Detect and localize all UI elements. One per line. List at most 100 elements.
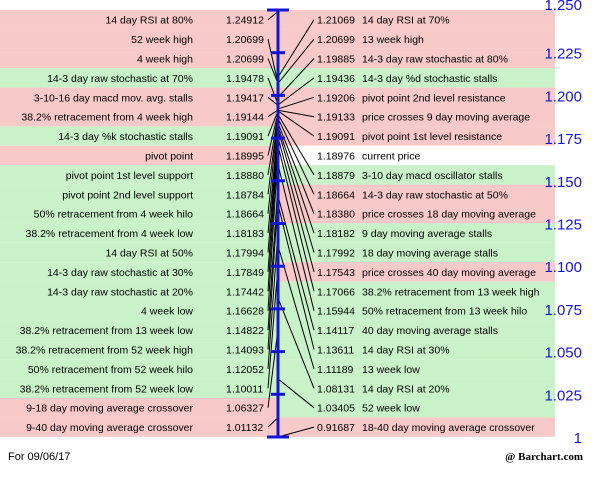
right-level-label: price crosses 18 day moving average — [362, 209, 536, 221]
row-bands — [0, 10, 555, 437]
right-level-label: 14-3 day raw stochastic at 80% — [362, 54, 508, 66]
left-level-value: 1.16628 — [226, 306, 264, 318]
left-level-value: 1.01132 — [226, 422, 263, 434]
right-level-value: 1.17992 — [317, 248, 355, 260]
right-connector-line — [277, 297, 315, 389]
right-connector-line — [277, 195, 315, 331]
right-connector-line — [277, 118, 315, 195]
right-level-label: 40 day moving average stalls — [362, 325, 498, 337]
row-band-right — [278, 320, 555, 340]
footer-date: For 09/06/17 — [8, 451, 70, 463]
left-connector-line — [267, 417, 279, 428]
right-level-value: 1.19436 — [317, 73, 355, 85]
row-band-left — [0, 107, 278, 127]
row-band-right — [278, 68, 555, 88]
left-connector-line — [267, 11, 279, 21]
left-level-value: 1.12052 — [226, 364, 264, 376]
row-band-left — [0, 417, 278, 437]
row-band-left — [0, 398, 278, 418]
row-band-right — [278, 184, 555, 204]
row-band-right — [278, 281, 555, 301]
right-level-label: 14 day RSI at 70% — [362, 15, 450, 27]
left-level-value: 1.24912 — [226, 15, 264, 27]
row-band-right — [278, 262, 555, 282]
row-band-left — [0, 68, 278, 88]
right-connector-line — [277, 38, 315, 84]
row-band-right — [278, 48, 555, 69]
row-band-right — [278, 359, 555, 379]
right-level-label: price crosses 9 day moving average — [362, 112, 530, 124]
right-level-label: 3-10 day macd oscillator stalls — [362, 170, 503, 182]
right-level-label: current price — [362, 151, 421, 163]
right-connector-line — [277, 77, 315, 106]
row-band-left — [0, 10, 278, 30]
row-band-right — [278, 378, 555, 398]
left-level-label: pivot point 1st level support — [66, 170, 193, 182]
row-band-right — [278, 29, 555, 49]
left-level-label: 14-3 day raw stochastic at 20% — [47, 286, 193, 298]
left-connector-line — [267, 77, 279, 105]
left-level-label: 50% retracement from 52 week hilo — [28, 364, 193, 376]
left-connector-line — [267, 328, 279, 408]
left-connector-line — [267, 196, 279, 350]
right-level-value: 1.18380 — [317, 209, 355, 221]
left-connector-line — [267, 183, 279, 331]
left-level-value: 1.18784 — [226, 189, 264, 201]
right-level-value: 1.13611 — [317, 345, 354, 357]
row-band-right — [278, 10, 555, 30]
right-level-value: 1.17066 — [317, 286, 355, 298]
left-level-label: 38.2% retracement from 52 week high — [16, 345, 194, 357]
left-level-label: 14-3 day raw stochastic at 70% — [47, 73, 193, 85]
right-level-label: 38.2% retracement from 13 week high — [362, 286, 540, 298]
row-band-left — [0, 204, 278, 224]
right-level-value: 1.18976 — [317, 151, 355, 163]
left-level-label: 14 day RSI at 80% — [105, 15, 193, 27]
left-connector-line — [267, 116, 279, 195]
left-connector-line — [267, 38, 279, 84]
right-connector-line — [277, 129, 315, 253]
left-level-label: 4 week low — [141, 306, 193, 318]
row-band-left — [0, 262, 278, 282]
right-connector-line — [277, 114, 315, 176]
right-level-label: 14-3 day %d stochastic stalls — [362, 73, 497, 85]
row-band-right — [278, 204, 555, 224]
right-level-label: 18-40 day moving average crossover — [362, 422, 535, 434]
row-band-right — [278, 398, 555, 418]
right-level-value: 1.11189 — [317, 364, 354, 376]
axis-tick-label: 1.250 — [544, 0, 582, 14]
axis-tick-label: 1.125 — [544, 217, 582, 234]
row-band-left — [0, 126, 278, 146]
left-level-value: 1.18183 — [226, 228, 264, 240]
right-level-label: 14-3 day raw stochastic at 50% — [362, 189, 508, 201]
right-level-value: 1.20699 — [317, 34, 355, 46]
right-level-value: 1.08131 — [317, 383, 355, 395]
row-band-left — [0, 281, 278, 301]
right-level-value: 1.21069 — [317, 15, 355, 27]
right-connector-line — [277, 145, 315, 292]
axis-tick-label: 1.075 — [544, 302, 582, 319]
right-level-label: 18 day moving average stalls — [362, 248, 498, 260]
left-level-label: 9-40 day moving average crossover — [26, 422, 193, 434]
right-level-value: 0.91687 — [317, 422, 355, 434]
right-level-value: 1.15944 — [317, 306, 355, 318]
axis-tick-label: 1.200 — [544, 88, 582, 105]
right-level-value: 1.18182 — [317, 228, 355, 240]
row-band-left — [0, 87, 278, 107]
row-band-right — [278, 126, 555, 146]
row-band-left — [0, 301, 278, 321]
footer-brand[interactable]: @ Barchart.com — [505, 451, 583, 463]
left-connector-line — [267, 109, 279, 118]
left-level-value: 1.20699 — [226, 34, 264, 46]
left-level-label: 3-10-16 day macd mov. avg. stalls — [34, 92, 193, 104]
row-band-right — [278, 301, 555, 321]
right-level-value: 1.03405 — [317, 403, 355, 415]
right-level-value: 1.17543 — [317, 267, 355, 279]
row-band-left — [0, 339, 278, 360]
price-axis — [267, 8, 289, 439]
left-level-value: 1.06327 — [226, 403, 264, 415]
left-level-label: 38.2% retracement from 13 week low — [20, 325, 194, 337]
axis-tick-label: 1.100 — [544, 259, 582, 276]
right-level-value: 1.14117 — [317, 325, 354, 337]
left-connector-line — [267, 139, 279, 292]
left-connector-line — [267, 114, 279, 175]
